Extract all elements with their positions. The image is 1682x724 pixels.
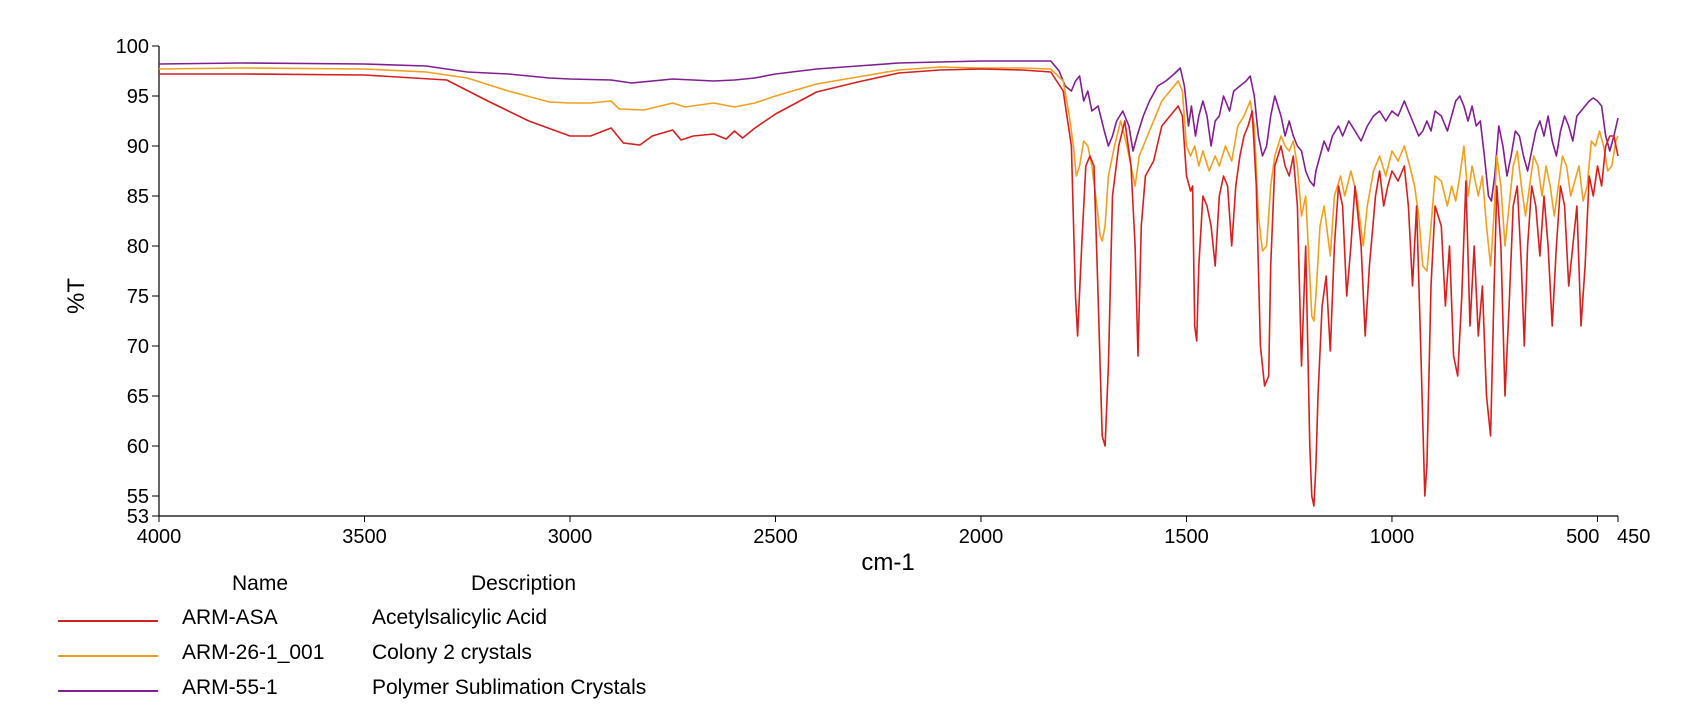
x-tick-label: 3000 — [548, 526, 593, 548]
y-tick-label: 85 — [127, 186, 149, 208]
x-tick-label: 1000 — [1370, 526, 1415, 548]
legend-name-arm-26-1-001: ARM-26-1_001 — [182, 641, 325, 664]
x-tick-label: 1500 — [1164, 526, 1209, 548]
x-axis-ticks: 4000 3500 3000 2500 2000 1500 1000 500 450 — [137, 516, 1650, 548]
series-layer — [158, 60, 1619, 507]
x-tick-label: 4000 — [137, 526, 182, 548]
legend-swatch-arm-55-1 — [58, 690, 158, 692]
legend-description-arm-asa: Acetylsalicylic Acid — [372, 606, 548, 629]
x-tick-label: 2500 — [753, 526, 798, 548]
y-tick-label: 100 — [116, 36, 149, 58]
y-tick-label: 70 — [127, 336, 149, 358]
x-tick-label: 3500 — [342, 526, 387, 548]
legend-row-arm-55-1: ARM-55-1 Polymer Sublimation Crystals — [0, 676, 760, 706]
x-tick-label: 450 — [1617, 526, 1650, 548]
legend-row-arm-26-1-001: ARM-26-1_001 Colony 2 crystals — [0, 641, 760, 671]
x-tick-label: 500 — [1566, 526, 1599, 548]
x-tick-label: 2000 — [959, 526, 1004, 548]
series-line-arm-26-1-001 — [158, 66, 1619, 322]
legend-swatch-arm-asa — [58, 620, 158, 622]
y-tick-label: 90 — [127, 136, 149, 158]
y-tick-label: 53 — [127, 506, 149, 528]
y-tick-label: 55 — [127, 486, 149, 508]
legend-swatch-arm-26-1-001 — [58, 655, 158, 657]
y-tick-label: 60 — [127, 436, 149, 458]
y-tick-label: 95 — [127, 86, 149, 108]
legend-description-arm-55-1: Polymer Sublimation Crystals — [372, 676, 647, 699]
y-tick-label: 65 — [127, 386, 149, 408]
series-line-arm-asa — [159, 68, 1619, 507]
legend-header-description: Description — [471, 572, 577, 595]
legend-name-arm-55-1: ARM-55-1 — [182, 676, 278, 699]
legend-row-arm-asa: ARM-ASA Acetylsalicylic Acid — [0, 606, 760, 636]
y-tick-label: 80 — [127, 236, 149, 258]
legend: Name Description ARM-ASA Acetylsalicylic… — [0, 572, 760, 712]
x-axis-title: cm-1 — [861, 549, 914, 576]
y-axis-title: %T — [63, 278, 90, 314]
series-line-arm-55-1 — [158, 60, 1619, 202]
legend-header-name: Name — [232, 572, 289, 595]
plot-frame — [158, 46, 1618, 517]
legend-description-arm-26-1-001: Colony 2 crystals — [372, 641, 532, 664]
y-tick-label: 75 — [127, 286, 149, 308]
legend-name-arm-asa: ARM-ASA — [182, 606, 278, 629]
